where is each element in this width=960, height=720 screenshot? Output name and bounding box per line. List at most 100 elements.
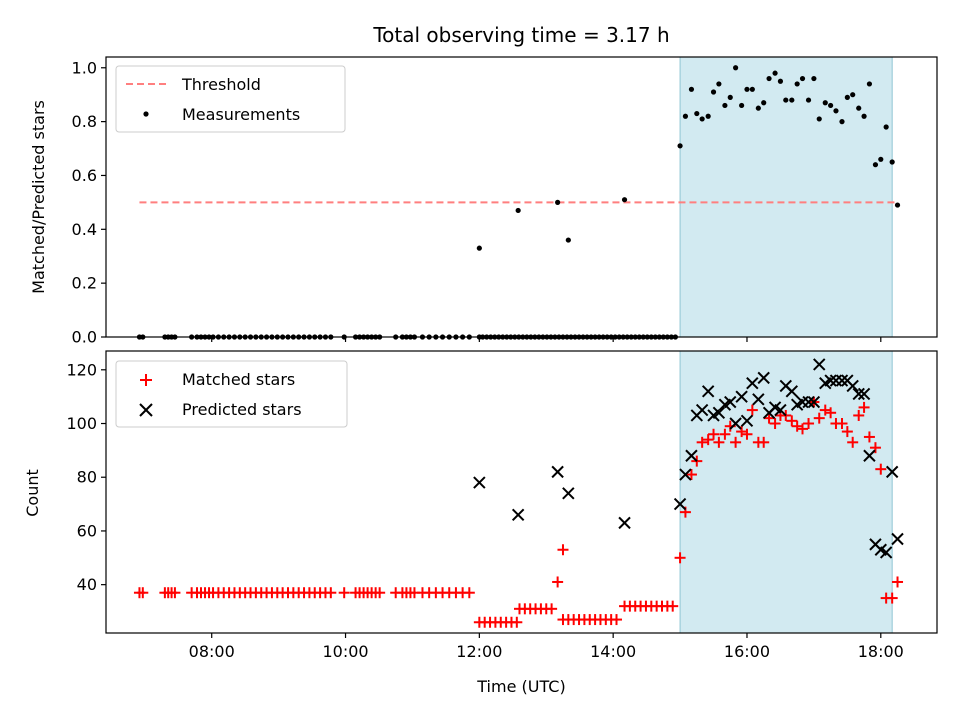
measurement-point <box>515 207 521 214</box>
matched-stars-point <box>869 442 881 454</box>
measurement-point <box>783 97 789 103</box>
top-panel: 0.0 0.2 0.4 0.6 0.8 1.0 <box>72 56 938 347</box>
legend-predicted-label: Predicted stars <box>182 400 302 419</box>
predicted-stars-point <box>673 497 687 511</box>
predicted-stars-point <box>701 385 715 398</box>
matched-stars-point <box>667 600 679 612</box>
predicted-stars-point <box>785 385 799 398</box>
top-y-tick-label: 0.8 <box>72 112 97 131</box>
matched-stars-point <box>702 434 714 446</box>
legend-measurements-swatch <box>143 111 149 117</box>
measurement-point <box>733 65 739 71</box>
predicted-stars-point <box>752 393 765 406</box>
bottom-y-tick-label: 100 <box>66 414 97 433</box>
x-tick-label: 10:00 <box>322 642 368 661</box>
measurement-point <box>789 97 795 103</box>
measurement-point <box>883 124 889 130</box>
matched-stars-point <box>325 587 337 599</box>
measurement-point <box>555 199 561 205</box>
matched-stars-point <box>841 426 853 438</box>
x-tick-label: 12:00 <box>456 642 502 661</box>
measurement-point <box>749 86 755 92</box>
matched-stars-point <box>741 428 753 440</box>
measurement-point <box>565 237 571 243</box>
matched-stars-point <box>730 436 742 448</box>
matched-stars-point <box>611 614 623 626</box>
top-y-tick-label: 0.6 <box>72 166 97 185</box>
chart-title: Total observing time = 3.17 h <box>372 23 669 47</box>
legend-matched-label: Matched stars <box>182 370 295 389</box>
bottom-y-axis-label: Count <box>23 469 42 517</box>
predicted-stars-point <box>685 449 698 462</box>
measurement-point <box>677 143 683 149</box>
predicted-stars-point <box>618 516 631 530</box>
predicted-stars-point <box>562 487 575 500</box>
measurement-point <box>889 159 895 165</box>
matched-stars-point <box>713 436 725 448</box>
predicted-stars-point <box>813 358 826 371</box>
bottom-y-tick-label: 40 <box>77 575 97 594</box>
matched-stars-point <box>836 418 848 430</box>
matched-stars-point <box>797 423 809 435</box>
top-observing-window <box>679 56 893 338</box>
bottom-series-predicted-stars <box>473 358 904 559</box>
x-tick-label: 16:00 <box>724 642 770 661</box>
measurement-point <box>727 94 733 100</box>
predicted-stars-point <box>729 417 742 430</box>
predicted-stars-point <box>807 395 821 409</box>
measurement-point <box>839 119 845 125</box>
matched-stars-point <box>763 412 775 424</box>
measurement-point <box>755 105 761 111</box>
matched-stars-point <box>786 415 798 427</box>
predicted-stars-point <box>885 465 899 479</box>
bottom-series-matched-stars <box>133 396 904 628</box>
measurement-point <box>828 102 834 109</box>
measurement-point <box>621 197 628 203</box>
measurement-point <box>722 102 728 109</box>
matched-stars-point <box>863 431 875 443</box>
predicted-stars-point <box>724 395 737 409</box>
predicted-stars-point <box>735 390 748 403</box>
matched-stars-point <box>374 587 386 599</box>
predicted-stars-point <box>824 374 837 387</box>
matched-stars-point <box>803 418 815 430</box>
matched-stars-point <box>552 576 564 588</box>
top-y-tick-label: 0.4 <box>72 220 97 239</box>
x-axis-label: Time (UTC) <box>476 677 565 696</box>
matched-stars-point <box>169 587 181 599</box>
top-y-tick-label: 0.2 <box>72 274 97 293</box>
top-y-tick-label: 1.0 <box>72 58 97 77</box>
bottom-panel: 40 60 80 100 120 08:00 10:00 12:00 14:00 16:00 18:… <box>66 350 938 661</box>
bottom-axes-frame <box>105 350 938 634</box>
predicted-stars-point <box>802 395 815 409</box>
bottom-y-tick-label: 80 <box>77 468 97 487</box>
measurement-point <box>850 92 856 98</box>
measurement-point <box>772 70 778 76</box>
measurement-point <box>710 89 717 95</box>
predicted-stars-point <box>712 406 726 419</box>
measurement-point <box>878 156 884 162</box>
matched-stars-point <box>546 603 558 615</box>
matched-stars-point <box>708 428 720 440</box>
predicted-stars-point <box>473 476 486 489</box>
legend-matched-swatch <box>140 374 152 386</box>
predicted-stars-point <box>695 403 709 417</box>
predicted-stars-point <box>746 377 759 390</box>
measurement-point <box>811 75 817 82</box>
predicted-stars-point <box>863 449 876 462</box>
matched-stars-point <box>858 401 870 413</box>
measurement-point <box>872 162 879 168</box>
measurement-point <box>805 97 812 103</box>
top-y-tick-label: 0.0 <box>72 328 97 347</box>
measurement-point <box>761 100 767 106</box>
measurement-point <box>799 75 806 82</box>
predicted-stars-point <box>852 387 865 401</box>
predicted-stars-point <box>511 508 525 522</box>
measurement-point <box>739 102 745 109</box>
x-tick-label: 18:00 <box>858 642 904 661</box>
matched-stars-point <box>769 418 781 430</box>
predicted-stars-point <box>679 468 692 481</box>
predicted-stars-point <box>879 546 893 559</box>
matched-stars-point <box>892 576 904 588</box>
